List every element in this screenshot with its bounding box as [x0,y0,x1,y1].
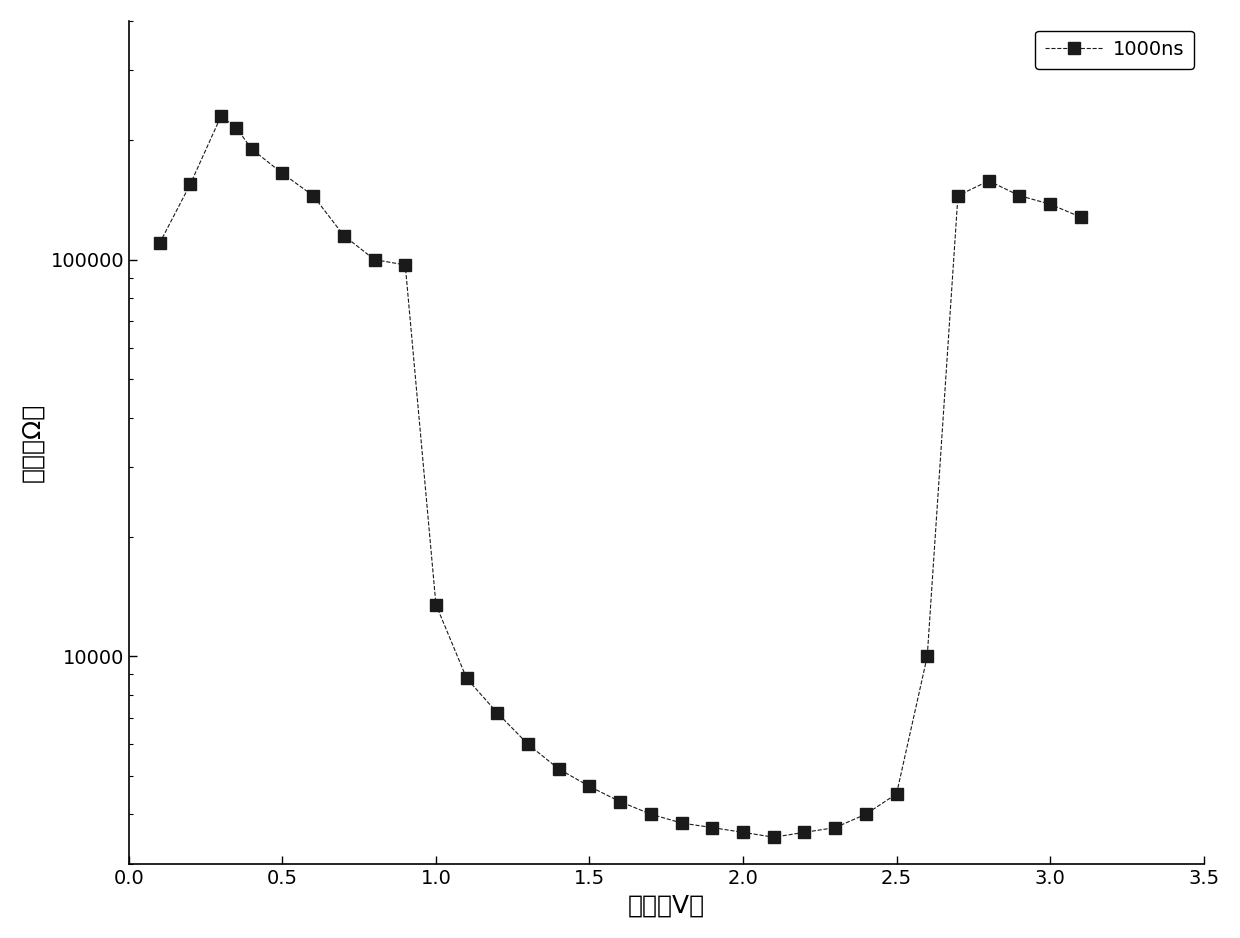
1000ns [275,168,290,179]
1000ns [182,178,197,189]
1000ns [552,764,567,775]
1000ns [229,122,244,133]
1000ns [766,832,781,843]
1000ns [582,780,596,792]
1000ns [889,788,904,799]
1000ns [1043,199,1058,210]
1000ns [951,190,966,202]
1000ns [981,175,996,187]
1000ns [1012,190,1027,202]
1000ns [858,809,873,820]
1000ns [797,826,812,838]
1000ns [1074,211,1089,222]
Legend: 1000ns: 1000ns [1035,31,1194,69]
1000ns [613,796,627,808]
1000ns [429,599,444,611]
1000ns [920,651,935,662]
1000ns [213,111,228,122]
1000ns [644,809,658,820]
1000ns [490,707,505,719]
1000ns [336,230,351,241]
X-axis label: 电压（V）: 电压（V） [627,893,704,917]
1000ns [244,144,259,155]
1000ns [735,826,750,838]
1000ns [398,259,413,270]
1000ns [521,739,536,750]
1000ns [153,237,167,249]
1000ns [704,822,719,833]
1000ns [827,822,842,833]
1000ns [306,190,321,202]
1000ns [367,254,382,265]
1000ns [675,817,689,828]
Y-axis label: 电阵（Ω）: 电阵（Ω） [21,402,45,482]
Line: 1000ns: 1000ns [154,111,1086,842]
1000ns [459,673,474,684]
